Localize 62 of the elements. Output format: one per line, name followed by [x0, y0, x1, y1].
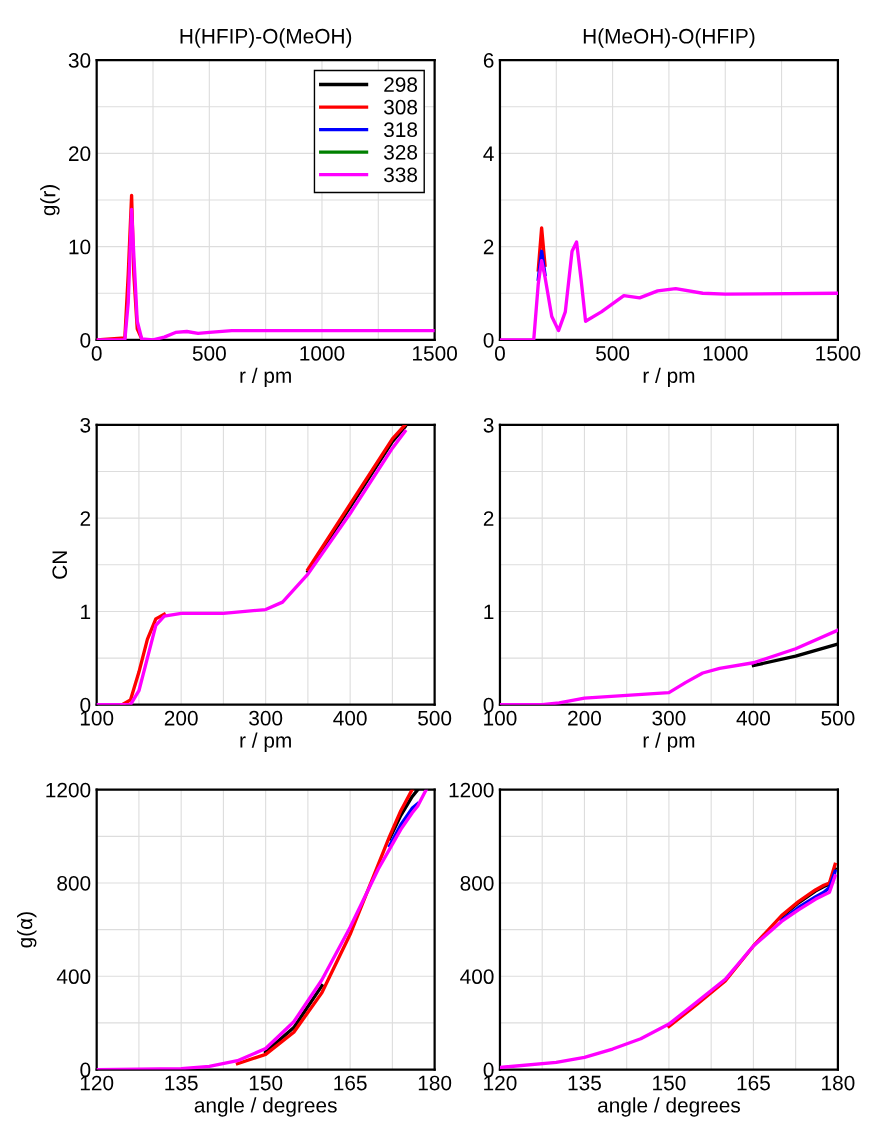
x-axis-title: r / pm — [643, 367, 695, 388]
x-tick-label: 0 — [494, 346, 505, 361]
y-axis-title: g(r) — [40, 185, 60, 216]
x-tick-label: 1000 — [300, 346, 345, 361]
x-tick-label: 500 — [596, 346, 630, 361]
x-axis-title: r / pm — [643, 732, 695, 752]
y-tick-label: 800 — [57, 875, 91, 891]
x-axis-title: r / pm — [240, 367, 291, 388]
x-tick-label: 500 — [192, 346, 226, 361]
y-axis-title: g(α) — [17, 912, 37, 948]
x-tick-label: 1500 — [413, 346, 457, 361]
x-tick-label: 500 — [821, 710, 855, 726]
x-tick-label: 300 — [652, 710, 686, 726]
x-axis-title: angle / degrees — [598, 1097, 740, 1117]
y-axis-title: CN — [52, 551, 68, 579]
x-tick-label: 400 — [333, 710, 367, 726]
x-tick-label: 180 — [418, 1075, 452, 1091]
y-tick-label: 30 — [68, 53, 91, 68]
x-tick-label: 0 — [91, 346, 102, 361]
y-tick-label: 400 — [56, 969, 91, 985]
y-tick-label: 1200 — [449, 782, 494, 798]
y-tick-label: 10 — [69, 239, 91, 255]
y-tick-label: 1 — [484, 604, 494, 619]
y-tick-label: 3 — [80, 417, 91, 433]
y-tick-label: 400 — [460, 969, 494, 985]
x-tick-label: 200 — [164, 710, 198, 726]
x-tick-label: 300 — [249, 710, 283, 726]
x-tick-label: 150 — [653, 1075, 686, 1091]
y-tick-label: 2 — [483, 511, 494, 526]
y-tick-label: 2 — [483, 239, 494, 255]
x-tick-label: 200 — [568, 710, 602, 726]
x-tick-label: 165 — [334, 1075, 367, 1091]
y-tick-label: 0 — [483, 1062, 494, 1078]
y-tick-label: 800 — [460, 875, 494, 891]
x-tick-label: 120 — [484, 1075, 517, 1091]
y-tick-label: 1 — [81, 604, 91, 619]
chart-title: H(HFIP)-O(MeOH) — [180, 28, 352, 48]
x-tick-label: 150 — [249, 1075, 283, 1091]
x-tick-label: 500 — [418, 710, 452, 726]
x-tick-label: 180 — [822, 1075, 855, 1091]
x-axis-title: angle / degrees — [194, 1097, 337, 1117]
legend-label: 308 — [384, 99, 418, 115]
y-tick-label: 6 — [483, 53, 494, 68]
y-tick-label: 20 — [69, 146, 91, 162]
legend-label: 328 — [384, 144, 418, 160]
y-tick-label: 4 — [483, 146, 494, 161]
chart-title: H(MeOH)-O(HFIP) — [583, 28, 755, 48]
x-tick-label: 135 — [568, 1075, 601, 1091]
legend-label: 318 — [384, 122, 418, 138]
y-tick-label: 1200 — [46, 782, 91, 798]
legend-label: 298 — [384, 77, 418, 93]
legend-label: 338 — [384, 167, 418, 183]
x-tick-label: 165 — [737, 1075, 770, 1091]
y-tick-label: 2 — [80, 511, 91, 526]
x-tick-label: 1500 — [816, 346, 861, 361]
x-axis-title: r / pm — [240, 732, 291, 752]
x-tick-label: 1000 — [703, 346, 748, 361]
y-tick-label: 0 — [483, 332, 494, 348]
x-tick-label: 135 — [165, 1075, 198, 1091]
y-tick-label: 3 — [483, 417, 494, 433]
x-tick-label: 400 — [736, 710, 770, 726]
y-tick-label: 0 — [80, 332, 91, 348]
